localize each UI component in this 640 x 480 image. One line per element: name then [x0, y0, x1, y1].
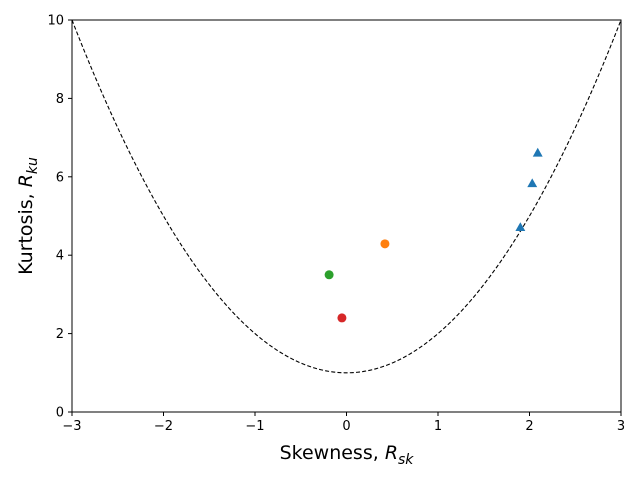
data-point-circle	[380, 239, 390, 249]
data-point-triangle	[515, 222, 526, 232]
x-axis-label-subscript: sk	[398, 452, 414, 468]
y-axis-label-symbol: R	[15, 174, 37, 187]
y-tick-label: 8	[56, 92, 64, 107]
x-tick-label: −1	[245, 419, 264, 434]
boundary-curve-layer	[71, 19, 622, 374]
x-axis-ticks: −3 −2 −1 0 1 2 3	[62, 412, 625, 434]
y-axis-ticks: 0 2 4 6 8 10	[47, 14, 72, 421]
axes-frame	[71, 19, 622, 413]
x-tick-label: 1	[434, 419, 442, 434]
y-axis-label: Kurtosis, Rku	[15, 157, 41, 275]
y-tick-label: 6	[56, 170, 64, 185]
data-point-triangle	[532, 147, 543, 157]
y-tick-label: 2	[56, 327, 64, 342]
x-tick-label: 2	[525, 419, 533, 434]
data-point-circle	[324, 270, 334, 280]
x-tick-label: −3	[62, 419, 81, 434]
boundary-curve	[71, 19, 622, 374]
data-point-triangle	[527, 178, 538, 188]
data-point-circle	[337, 313, 347, 323]
data-points-layer	[324, 147, 543, 323]
x-axis-label-prefix: Skewness,	[280, 442, 385, 464]
x-axis-label: Skewness, Rsk	[280, 442, 415, 468]
x-tick-label: 0	[342, 419, 350, 434]
y-tick-label: 4	[56, 249, 64, 264]
x-axis-label-symbol: R	[385, 442, 398, 464]
y-tick-label: 0	[56, 406, 64, 421]
y-axis-label-subscript: ku	[25, 157, 41, 174]
x-tick-label: 3	[617, 419, 625, 434]
y-tick-label: 10	[47, 14, 64, 29]
y-axis-label-prefix: Kurtosis,	[15, 187, 37, 275]
x-tick-label: −2	[154, 419, 173, 434]
